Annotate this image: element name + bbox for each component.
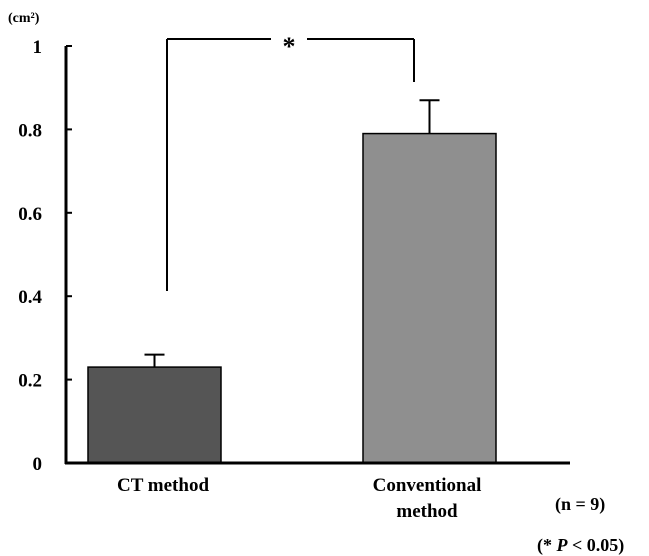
- bar: [87, 366, 222, 464]
- bars: [87, 132, 497, 464]
- significance-star: *: [283, 32, 296, 61]
- y-tick-label: 0.4: [18, 287, 42, 308]
- y-tick-label: 0.2: [18, 371, 42, 392]
- y-axis: 0 0.2 0.4 0.6 0.8 1: [18, 37, 72, 475]
- category-label: method: [396, 501, 458, 522]
- significance-note: (* P < 0.05): [537, 535, 624, 556]
- y-tick-label: 1: [33, 37, 43, 58]
- sample-size-note: (n = 9): [555, 494, 605, 515]
- y-unit-label: (cm²): [8, 11, 40, 26]
- error-bars: [144, 99, 440, 368]
- category-label: Conventional: [373, 475, 482, 496]
- y-tick-label: 0.8: [18, 120, 42, 141]
- bar: [362, 132, 497, 464]
- category-labels: CT method Conventional method: [117, 475, 481, 522]
- significance-bracket: *: [166, 32, 415, 291]
- y-tick-label: 0: [33, 454, 43, 475]
- category-label: CT method: [117, 475, 209, 496]
- y-tick-label: 0.6: [18, 204, 42, 225]
